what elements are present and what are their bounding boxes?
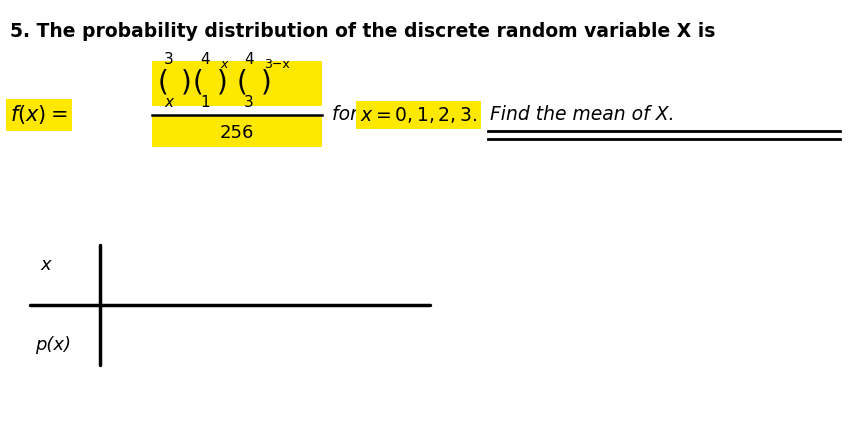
Text: ): ) [261,69,272,97]
FancyBboxPatch shape [152,61,321,106]
Text: 1: 1 [200,95,210,110]
Text: 4: 4 [200,52,210,67]
Text: 4: 4 [244,52,254,67]
Text: 3−x: 3−x [263,58,290,72]
Text: p(x): p(x) [35,336,71,354]
Text: 5. The probability distribution of the discrete random variable X is: 5. The probability distribution of the d… [10,22,715,41]
Text: x: x [164,95,173,110]
Text: (: ( [158,69,169,97]
Text: (: ( [193,69,204,97]
Text: (: ( [237,69,247,97]
FancyBboxPatch shape [152,115,321,147]
Text: Find the mean of X.: Find the mean of X. [489,106,674,124]
Text: $f(x) =$: $f(x) =$ [10,103,67,127]
Text: for: for [331,106,364,124]
Text: ): ) [181,69,192,97]
Text: $x=0,1,2,3.$: $x=0,1,2,3.$ [360,105,476,125]
Text: x: x [220,58,227,72]
Text: 256: 256 [220,124,254,142]
Text: x: x [40,256,50,274]
Text: 3: 3 [244,95,254,110]
Text: 3: 3 [164,52,174,67]
Text: ): ) [216,69,227,97]
